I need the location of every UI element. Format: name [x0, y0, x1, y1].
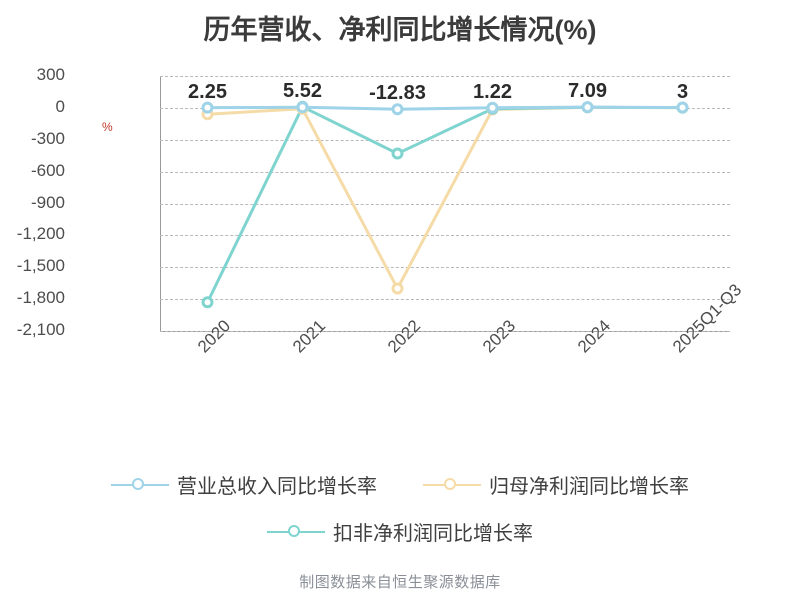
- y-tick-label: -1,800: [16, 288, 65, 308]
- series-point: [391, 147, 404, 160]
- grid-line: [160, 139, 730, 141]
- legend-label: 营业总收入同比增长率: [177, 476, 377, 498]
- y-tick-label: -1,200: [16, 224, 65, 244]
- series-point: [581, 101, 594, 114]
- y-tick-label: 300: [36, 65, 65, 84]
- legend-marker-icon: [111, 477, 169, 493]
- series-point: [296, 101, 309, 114]
- series-point: [676, 101, 689, 114]
- series-point: [201, 101, 214, 114]
- data-point-label: 3: [676, 80, 689, 103]
- y-tick-label: -2,100: [16, 320, 65, 339]
- series-point: [201, 296, 214, 309]
- series-point: [391, 103, 404, 116]
- chart-legend: 营业总收入同比增长率 归母净利润同比增长率扣非净利润同比增长率: [0, 470, 800, 564]
- series-line: [206, 105, 684, 111]
- legend-row: 扣非净利润同比增长率: [0, 517, 800, 546]
- legend-label: 扣非净利润同比增长率: [333, 523, 533, 545]
- legend-item[interactable]: 扣非净利润同比增长率: [267, 517, 533, 546]
- chart-title: 历年营收、净利同比增长情况(%): [203, 15, 597, 45]
- series-line: [206, 105, 684, 304]
- series-line: [206, 105, 684, 290]
- y-axis-unit-label: %: [102, 120, 113, 134]
- series-point: [391, 282, 404, 295]
- grid-line: [160, 267, 730, 269]
- y-tick-label: -1,500: [16, 256, 65, 276]
- series-layer: [201, 100, 689, 309]
- grid-line: [160, 235, 730, 237]
- legend-marker-icon: [423, 477, 481, 493]
- grid-line: [160, 299, 730, 301]
- grid-line: [160, 331, 730, 332]
- data-point-label: -12.83: [369, 82, 426, 105]
- chart-source-note: 制图数据来自恒生聚源数据库: [299, 574, 501, 591]
- legend-item[interactable]: 归母净利润同比增长率: [423, 470, 689, 499]
- data-point-label: 2.25: [188, 80, 227, 103]
- grid-line: [160, 76, 730, 77]
- series-point: [486, 101, 499, 114]
- y-tick-label: -900: [30, 192, 65, 212]
- y-tick-label: -600: [30, 160, 65, 180]
- plot-area: [160, 76, 730, 332]
- data-point-label: 5.52: [283, 80, 322, 103]
- y-tick-label: -300: [30, 128, 65, 148]
- legend-marker-icon: [267, 524, 325, 540]
- grid-line: [160, 171, 730, 173]
- y-tick-label: 0: [55, 96, 65, 116]
- legend-label: 归母净利润同比增长率: [489, 476, 689, 498]
- data-point-label: 1.22: [473, 80, 512, 103]
- data-point-label: 7.09: [568, 80, 607, 103]
- legend-item[interactable]: 营业总收入同比增长率: [111, 470, 377, 499]
- grid-line: [160, 203, 730, 205]
- legend-row: 营业总收入同比增长率 归母净利润同比增长率: [0, 470, 800, 499]
